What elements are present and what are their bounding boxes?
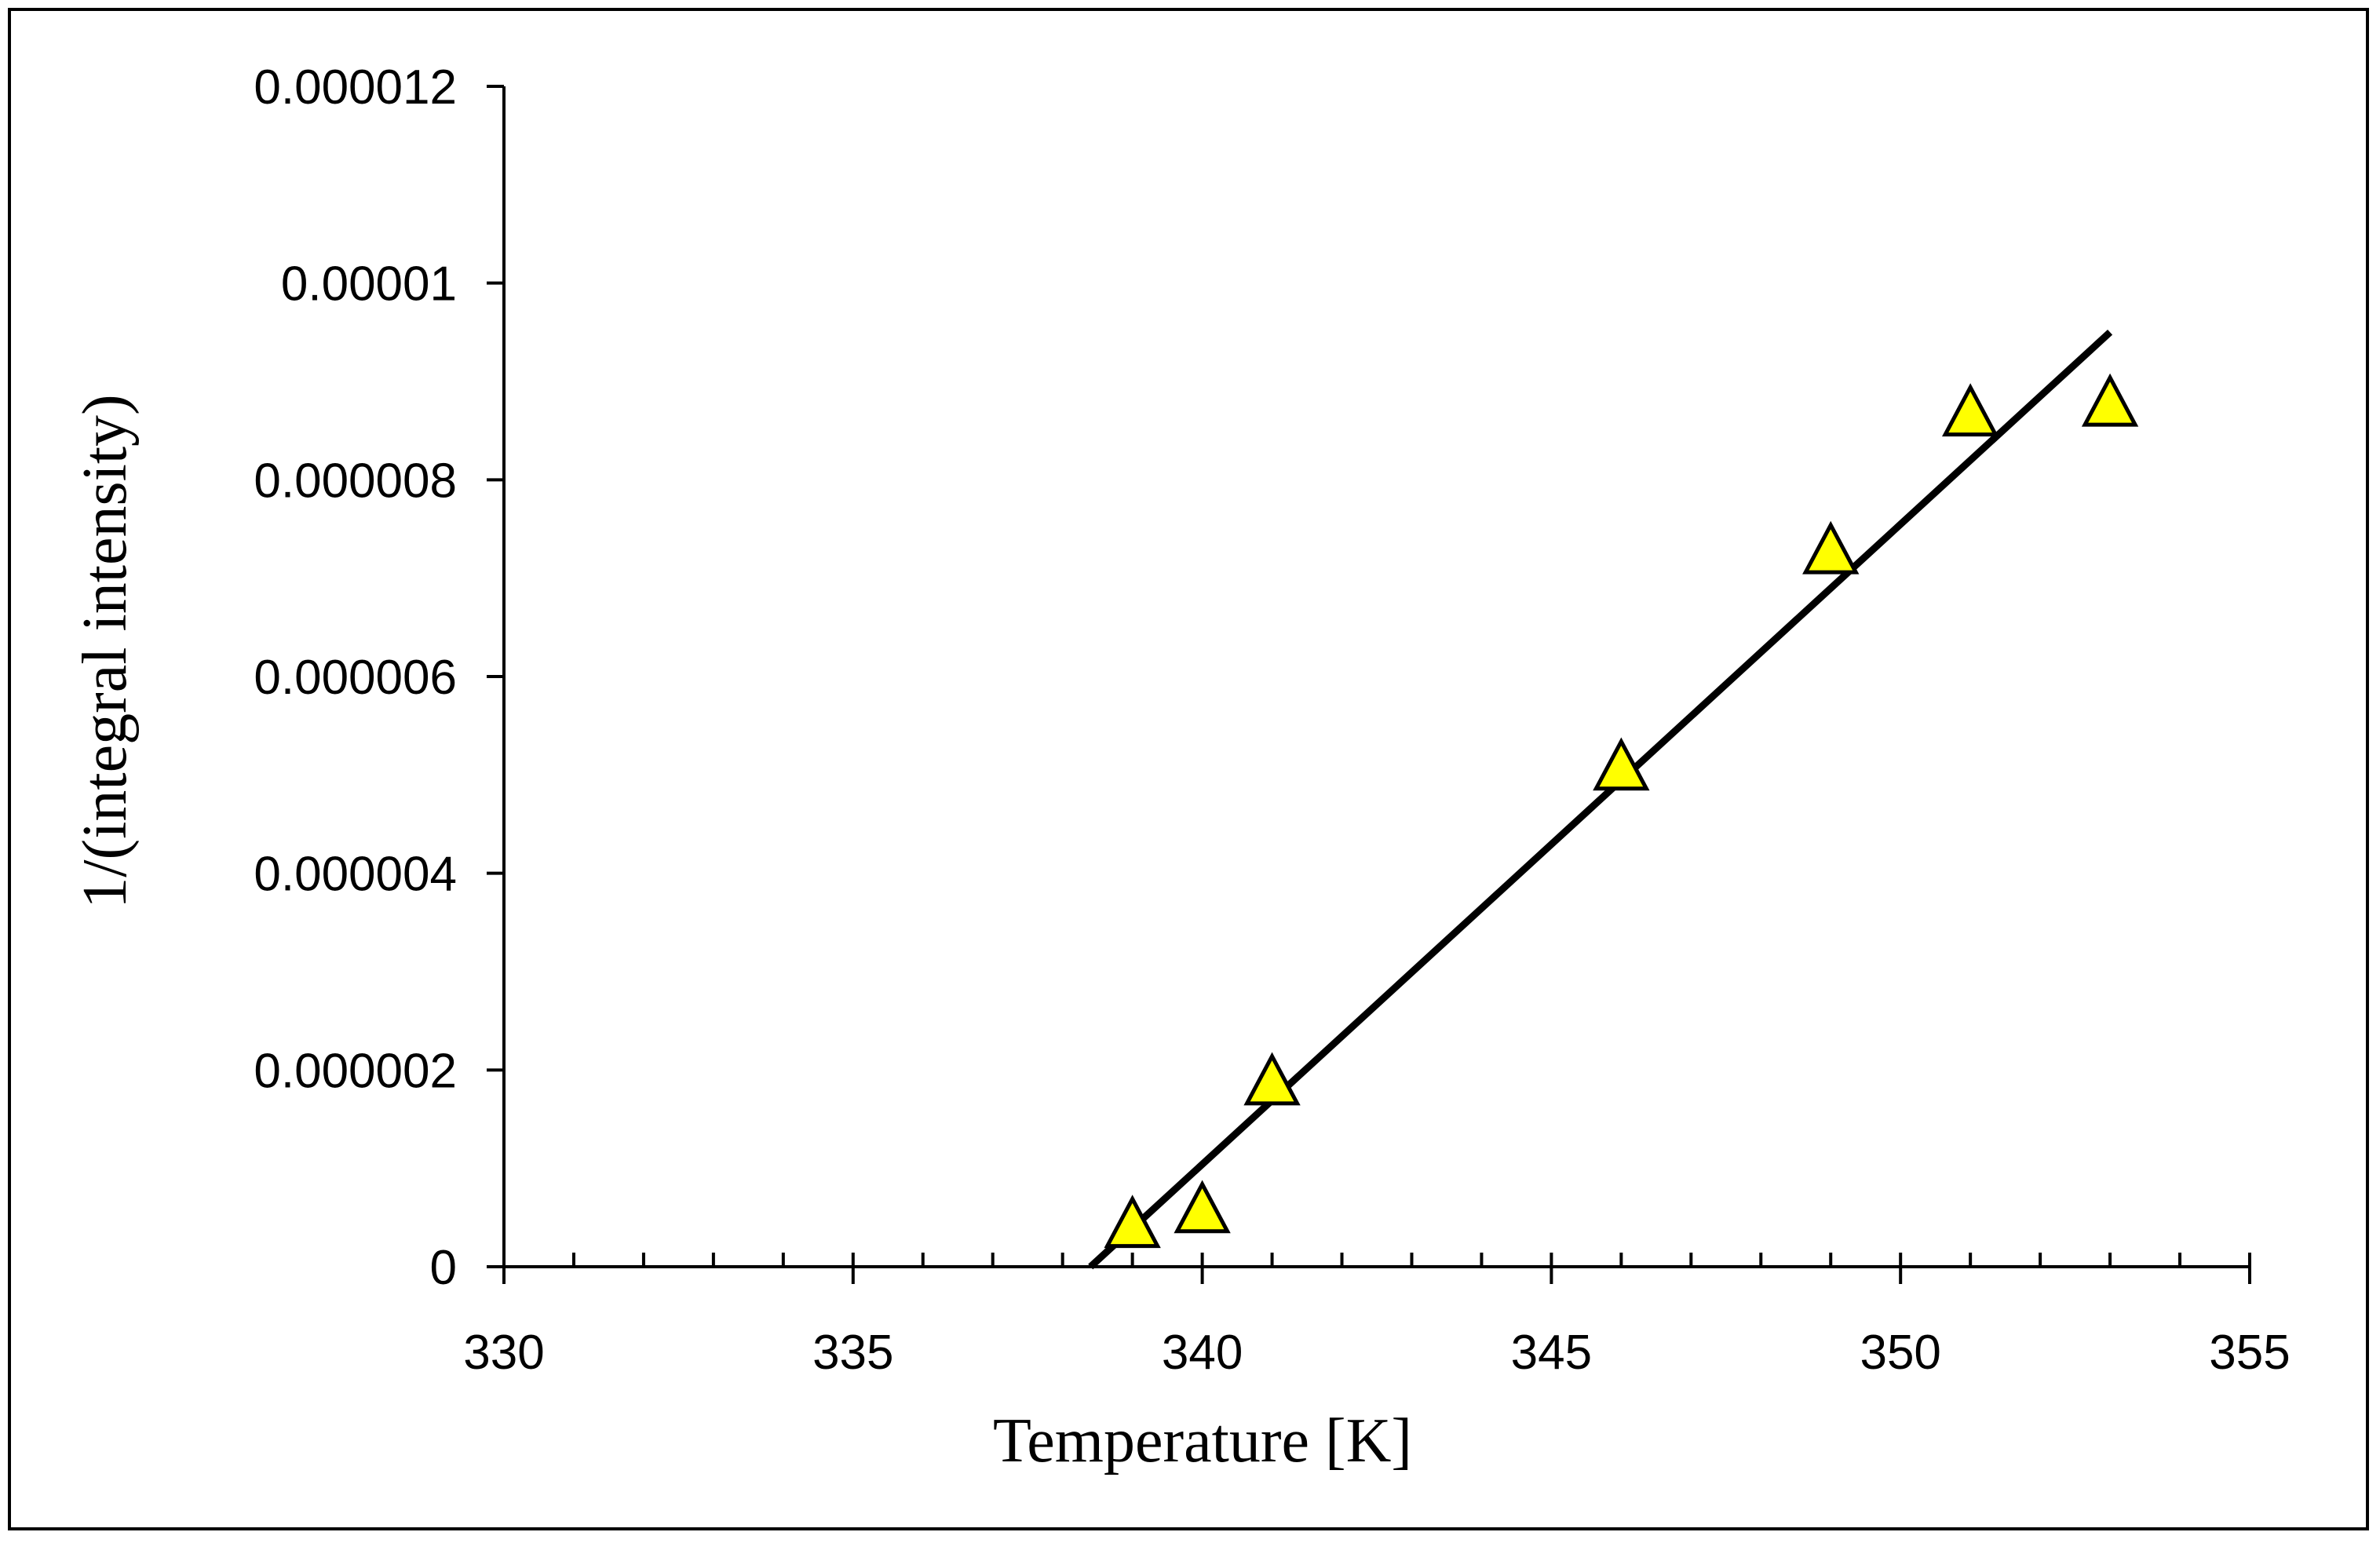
data-point bbox=[1104, 1195, 1161, 1249]
y-axis-title: 1/(integral intensity) bbox=[71, 394, 140, 908]
y-tick-label: 0.000004 bbox=[254, 848, 457, 902]
y-tick-label: 0.000006 bbox=[254, 651, 457, 705]
x-tick-label: 345 bbox=[1511, 1326, 1592, 1380]
axes: 0 0.000002 0.000004 0.000006 0.000008 0.00001… bbox=[254, 60, 2290, 1380]
chart-frame bbox=[8, 8, 2369, 1530]
x-tick-label: 340 bbox=[1162, 1326, 1243, 1380]
data-point bbox=[1174, 1180, 1231, 1234]
data-point bbox=[1802, 520, 1860, 575]
data-point bbox=[1593, 737, 1650, 791]
fit-line-group bbox=[1088, 330, 2113, 1270]
data-points bbox=[1104, 373, 2139, 1249]
y-tick-label: 0 bbox=[430, 1241, 457, 1295]
data-point bbox=[2081, 373, 2139, 427]
y-tick-label: 0.00001 bbox=[281, 257, 457, 312]
data-point bbox=[1243, 1052, 1301, 1106]
y-tick-label: 0.000008 bbox=[254, 454, 457, 508]
fit-line bbox=[1088, 330, 2113, 1270]
y-tick-label: 0.000002 bbox=[254, 1044, 457, 1098]
x-tick-label: 335 bbox=[812, 1326, 893, 1380]
x-tick-label: 355 bbox=[2209, 1326, 2290, 1380]
labels: Temperature [K] 1/(integral intensity) bbox=[71, 394, 1412, 1476]
data-point bbox=[1941, 383, 1999, 437]
x-tick-label: 350 bbox=[1860, 1326, 1940, 1380]
y-tick-label: 0.000012 bbox=[254, 60, 457, 115]
x-tick-label: 330 bbox=[463, 1326, 544, 1380]
x-axis-title: Temperature [K] bbox=[993, 1406, 1412, 1476]
